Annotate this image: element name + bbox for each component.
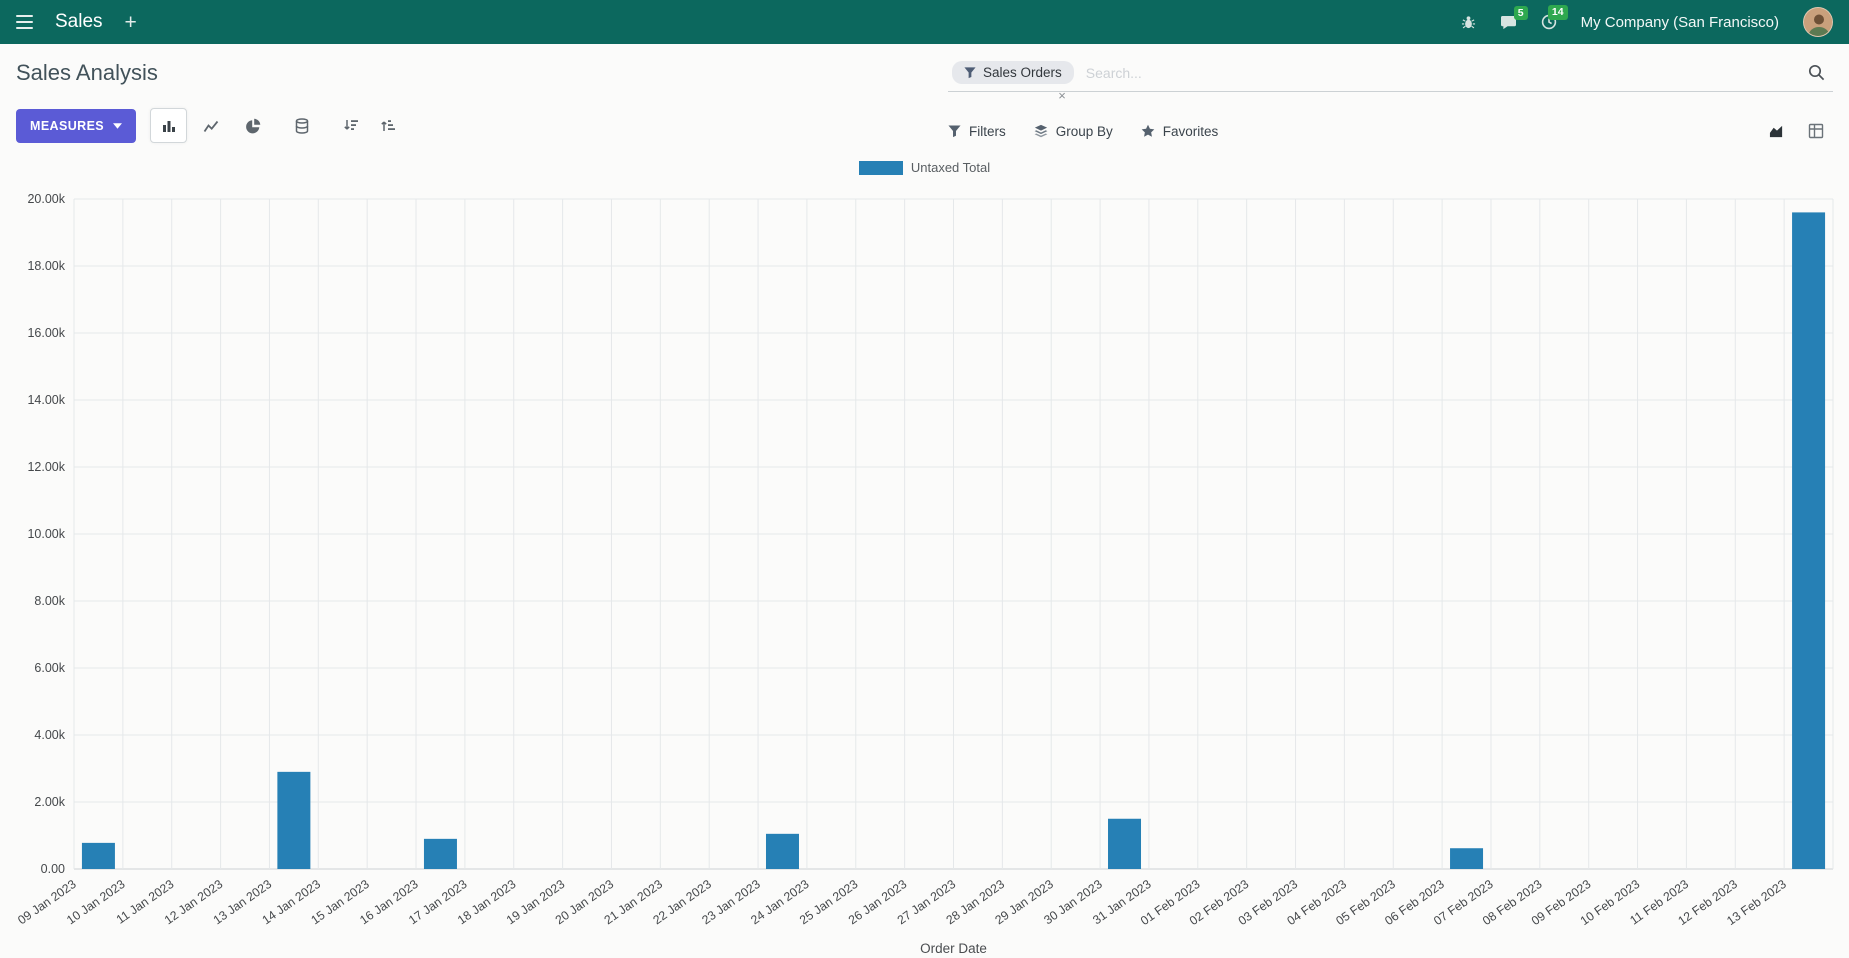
pie-chart-icon bbox=[245, 118, 260, 133]
svg-text:18.00k: 18.00k bbox=[27, 259, 65, 273]
page-title: Sales Analysis bbox=[16, 60, 158, 85]
pivot-table-icon bbox=[1808, 123, 1824, 139]
svg-text:Order Date: Order Date bbox=[920, 941, 987, 956]
measures-label: MEASURES bbox=[30, 118, 105, 133]
svg-text:0.00: 0.00 bbox=[41, 862, 65, 876]
app-name[interactable]: Sales bbox=[55, 11, 103, 32]
graph-view-button[interactable] bbox=[1759, 116, 1793, 146]
filters-label: Filters bbox=[969, 123, 1006, 139]
chart-bar[interactable] bbox=[765, 833, 799, 869]
search-facet-label: Sales Orders bbox=[983, 65, 1062, 80]
svg-text:16.00k: 16.00k bbox=[27, 326, 65, 340]
chart-bar[interactable] bbox=[1450, 848, 1484, 869]
favorites-button[interactable]: Favorites bbox=[1141, 123, 1219, 139]
legend-swatch bbox=[858, 160, 903, 175]
bar-chart-button[interactable] bbox=[150, 108, 188, 143]
graph-view: Untaxed Total 0.00 2.00k 4.00k 6.00k 8.00k 10… bbox=[0, 150, 1849, 958]
chart-bar[interactable] bbox=[1792, 212, 1826, 869]
user-avatar[interactable] bbox=[1803, 7, 1833, 37]
chart-bar[interactable] bbox=[423, 838, 457, 869]
svg-text:10.00k: 10.00k bbox=[27, 527, 65, 541]
activities-badge: 14 bbox=[1547, 5, 1568, 20]
stacked-toggle-button[interactable] bbox=[283, 108, 320, 143]
sort-ascending-button[interactable] bbox=[369, 108, 406, 143]
search-icon[interactable] bbox=[1806, 62, 1827, 83]
area-chart-icon bbox=[1769, 125, 1782, 137]
pivot-view-button[interactable] bbox=[1799, 116, 1833, 146]
group-by-button[interactable]: Group By bbox=[1034, 124, 1113, 139]
chart-bar[interactable] bbox=[1108, 818, 1142, 869]
sort-ascending-icon bbox=[380, 119, 395, 131]
measures-button[interactable]: MEASURES bbox=[16, 108, 137, 143]
remove-facet-button[interactable]: × bbox=[1058, 88, 1066, 103]
search-options: Filters Group By Favorites bbox=[948, 108, 1833, 146]
chart-bar[interactable] bbox=[81, 842, 115, 869]
svg-text:8.00k: 8.00k bbox=[34, 594, 65, 608]
graph-toolbar: MEASURES bbox=[16, 108, 924, 143]
top-navbar: Sales + 5 14 My Company (San Francisco) bbox=[0, 0, 1849, 44]
caret-down-icon bbox=[113, 122, 123, 129]
view-switcher bbox=[1759, 116, 1833, 146]
filters-button[interactable]: Filters bbox=[948, 124, 1006, 139]
bug-icon[interactable] bbox=[1461, 15, 1476, 30]
svg-text:6.00k: 6.00k bbox=[34, 661, 65, 675]
sort-descending-button[interactable] bbox=[332, 108, 369, 143]
svg-text:14.00k: 14.00k bbox=[27, 393, 65, 407]
svg-text:20.00k: 20.00k bbox=[27, 192, 65, 206]
svg-text:4.00k: 4.00k bbox=[34, 728, 65, 742]
bar-chart-icon bbox=[162, 120, 175, 132]
search-facet-sales-orders[interactable]: Sales Orders × bbox=[952, 61, 1074, 102]
svg-text:12.00k: 12.00k bbox=[27, 460, 65, 474]
sort-descending-icon bbox=[343, 119, 358, 130]
legend-label: Untaxed Total bbox=[910, 160, 991, 175]
search-input[interactable] bbox=[1085, 64, 1806, 81]
favorites-star-icon bbox=[1141, 124, 1155, 138]
line-chart-icon bbox=[203, 120, 218, 132]
line-chart-button[interactable] bbox=[192, 108, 229, 143]
activities-clock-icon[interactable]: 14 bbox=[1541, 5, 1568, 30]
chart-legend[interactable]: Untaxed Total bbox=[8, 160, 1841, 175]
group-by-layers-icon bbox=[1034, 124, 1048, 138]
favorites-label: Favorites bbox=[1162, 123, 1219, 139]
filter-funnel-icon bbox=[964, 66, 976, 79]
chart-bar[interactable] bbox=[277, 771, 311, 869]
sales-chart[interactable]: 0.00 2.00k 4.00k 6.00k 8.00k 10.00k 12.00k 14.0… bbox=[8, 181, 1841, 958]
search-bar[interactable]: Sales Orders × bbox=[948, 58, 1833, 102]
filters-funnel-icon bbox=[948, 124, 961, 138]
stacked-database-icon bbox=[295, 117, 308, 134]
group-by-label: Group By bbox=[1055, 123, 1113, 139]
pie-chart-button[interactable] bbox=[234, 108, 271, 143]
apps-menu-icon[interactable] bbox=[16, 15, 33, 29]
plus-icon[interactable]: + bbox=[124, 10, 137, 34]
messages-badge: 5 bbox=[1513, 5, 1528, 21]
company-switcher[interactable]: My Company (San Francisco) bbox=[1580, 13, 1779, 31]
control-panel: Sales Analysis Sales Orders × MEASURES bbox=[0, 44, 1849, 150]
messages-icon[interactable]: 5 bbox=[1500, 5, 1528, 30]
svg-text:2.00k: 2.00k bbox=[34, 795, 65, 809]
